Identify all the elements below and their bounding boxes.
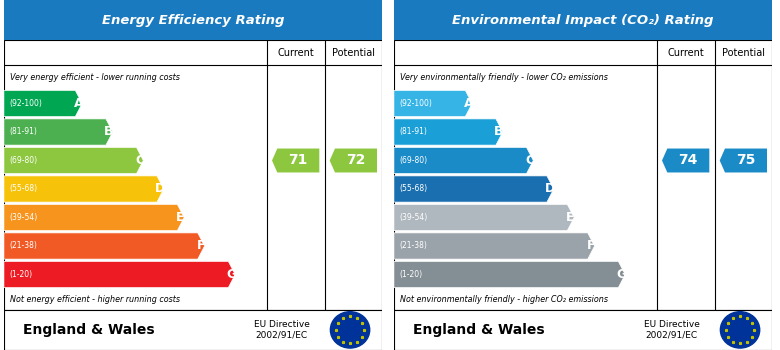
Text: (81-91): (81-91) [9, 127, 37, 136]
Text: (69-80): (69-80) [9, 156, 37, 165]
Text: D: D [544, 182, 555, 196]
Polygon shape [720, 148, 767, 173]
Text: Current: Current [277, 48, 314, 58]
Polygon shape [4, 204, 184, 231]
Polygon shape [394, 176, 554, 202]
Text: 72: 72 [346, 154, 366, 168]
Text: Not environmentally friendly - higher CO₂ emissions: Not environmentally friendly - higher CO… [399, 295, 608, 304]
Text: Potential: Potential [332, 48, 375, 58]
Polygon shape [272, 148, 319, 173]
FancyBboxPatch shape [4, 40, 382, 310]
Text: EU Directive
2002/91/EC: EU Directive 2002/91/EC [644, 320, 700, 340]
Polygon shape [662, 148, 709, 173]
Text: EU Directive
2002/91/EC: EU Directive 2002/91/EC [254, 320, 310, 340]
Text: 75: 75 [736, 154, 756, 168]
Text: (55-68): (55-68) [9, 184, 37, 194]
Text: C: C [135, 154, 144, 167]
Polygon shape [394, 204, 574, 231]
Text: Potential: Potential [722, 48, 765, 58]
FancyBboxPatch shape [394, 310, 772, 350]
Polygon shape [4, 233, 204, 259]
Text: Not energy efficient - higher running costs: Not energy efficient - higher running co… [9, 295, 179, 304]
Text: D: D [154, 182, 165, 196]
Polygon shape [394, 233, 594, 259]
Polygon shape [330, 148, 377, 173]
Polygon shape [4, 147, 144, 174]
Text: G: G [616, 268, 626, 281]
Text: Very environmentally friendly - lower CO₂ emissions: Very environmentally friendly - lower CO… [399, 73, 608, 82]
Text: England & Wales: England & Wales [413, 323, 544, 337]
FancyBboxPatch shape [4, 0, 382, 40]
Text: Environmental Impact (CO₂) Rating: Environmental Impact (CO₂) Rating [452, 14, 714, 27]
Text: F: F [587, 239, 595, 252]
Polygon shape [394, 147, 534, 174]
Polygon shape [4, 90, 82, 117]
Text: (1-20): (1-20) [399, 270, 423, 279]
Text: C: C [525, 154, 534, 167]
Polygon shape [4, 119, 113, 145]
Text: 71: 71 [289, 154, 308, 168]
Polygon shape [4, 261, 235, 288]
Text: (39-54): (39-54) [399, 213, 427, 222]
Text: (39-54): (39-54) [9, 213, 37, 222]
Text: G: G [226, 268, 236, 281]
Text: E: E [566, 211, 575, 224]
Text: 74: 74 [679, 154, 698, 168]
Text: Very energy efficient - lower running costs: Very energy efficient - lower running co… [9, 73, 179, 82]
Text: F: F [197, 239, 205, 252]
Text: E: E [176, 211, 185, 224]
Text: B: B [105, 126, 114, 139]
Text: (81-91): (81-91) [399, 127, 427, 136]
Polygon shape [394, 261, 625, 288]
Text: (92-100): (92-100) [9, 99, 42, 108]
Circle shape [721, 312, 760, 348]
Text: (21-38): (21-38) [399, 241, 427, 251]
FancyBboxPatch shape [394, 0, 772, 40]
Polygon shape [4, 176, 164, 202]
Text: A: A [73, 97, 83, 110]
Text: England & Wales: England & Wales [23, 323, 154, 337]
Text: (69-80): (69-80) [399, 156, 427, 165]
Text: (92-100): (92-100) [399, 99, 432, 108]
Text: A: A [463, 97, 473, 110]
Text: Energy Efficiency Rating: Energy Efficiency Rating [102, 14, 284, 27]
Text: B: B [495, 126, 504, 139]
Text: (1-20): (1-20) [9, 270, 33, 279]
FancyBboxPatch shape [4, 310, 382, 350]
Text: Current: Current [667, 48, 704, 58]
Text: (55-68): (55-68) [399, 184, 427, 194]
Polygon shape [394, 119, 503, 145]
Text: (21-38): (21-38) [9, 241, 37, 251]
Polygon shape [394, 90, 472, 117]
FancyBboxPatch shape [394, 40, 772, 310]
Circle shape [331, 312, 370, 348]
